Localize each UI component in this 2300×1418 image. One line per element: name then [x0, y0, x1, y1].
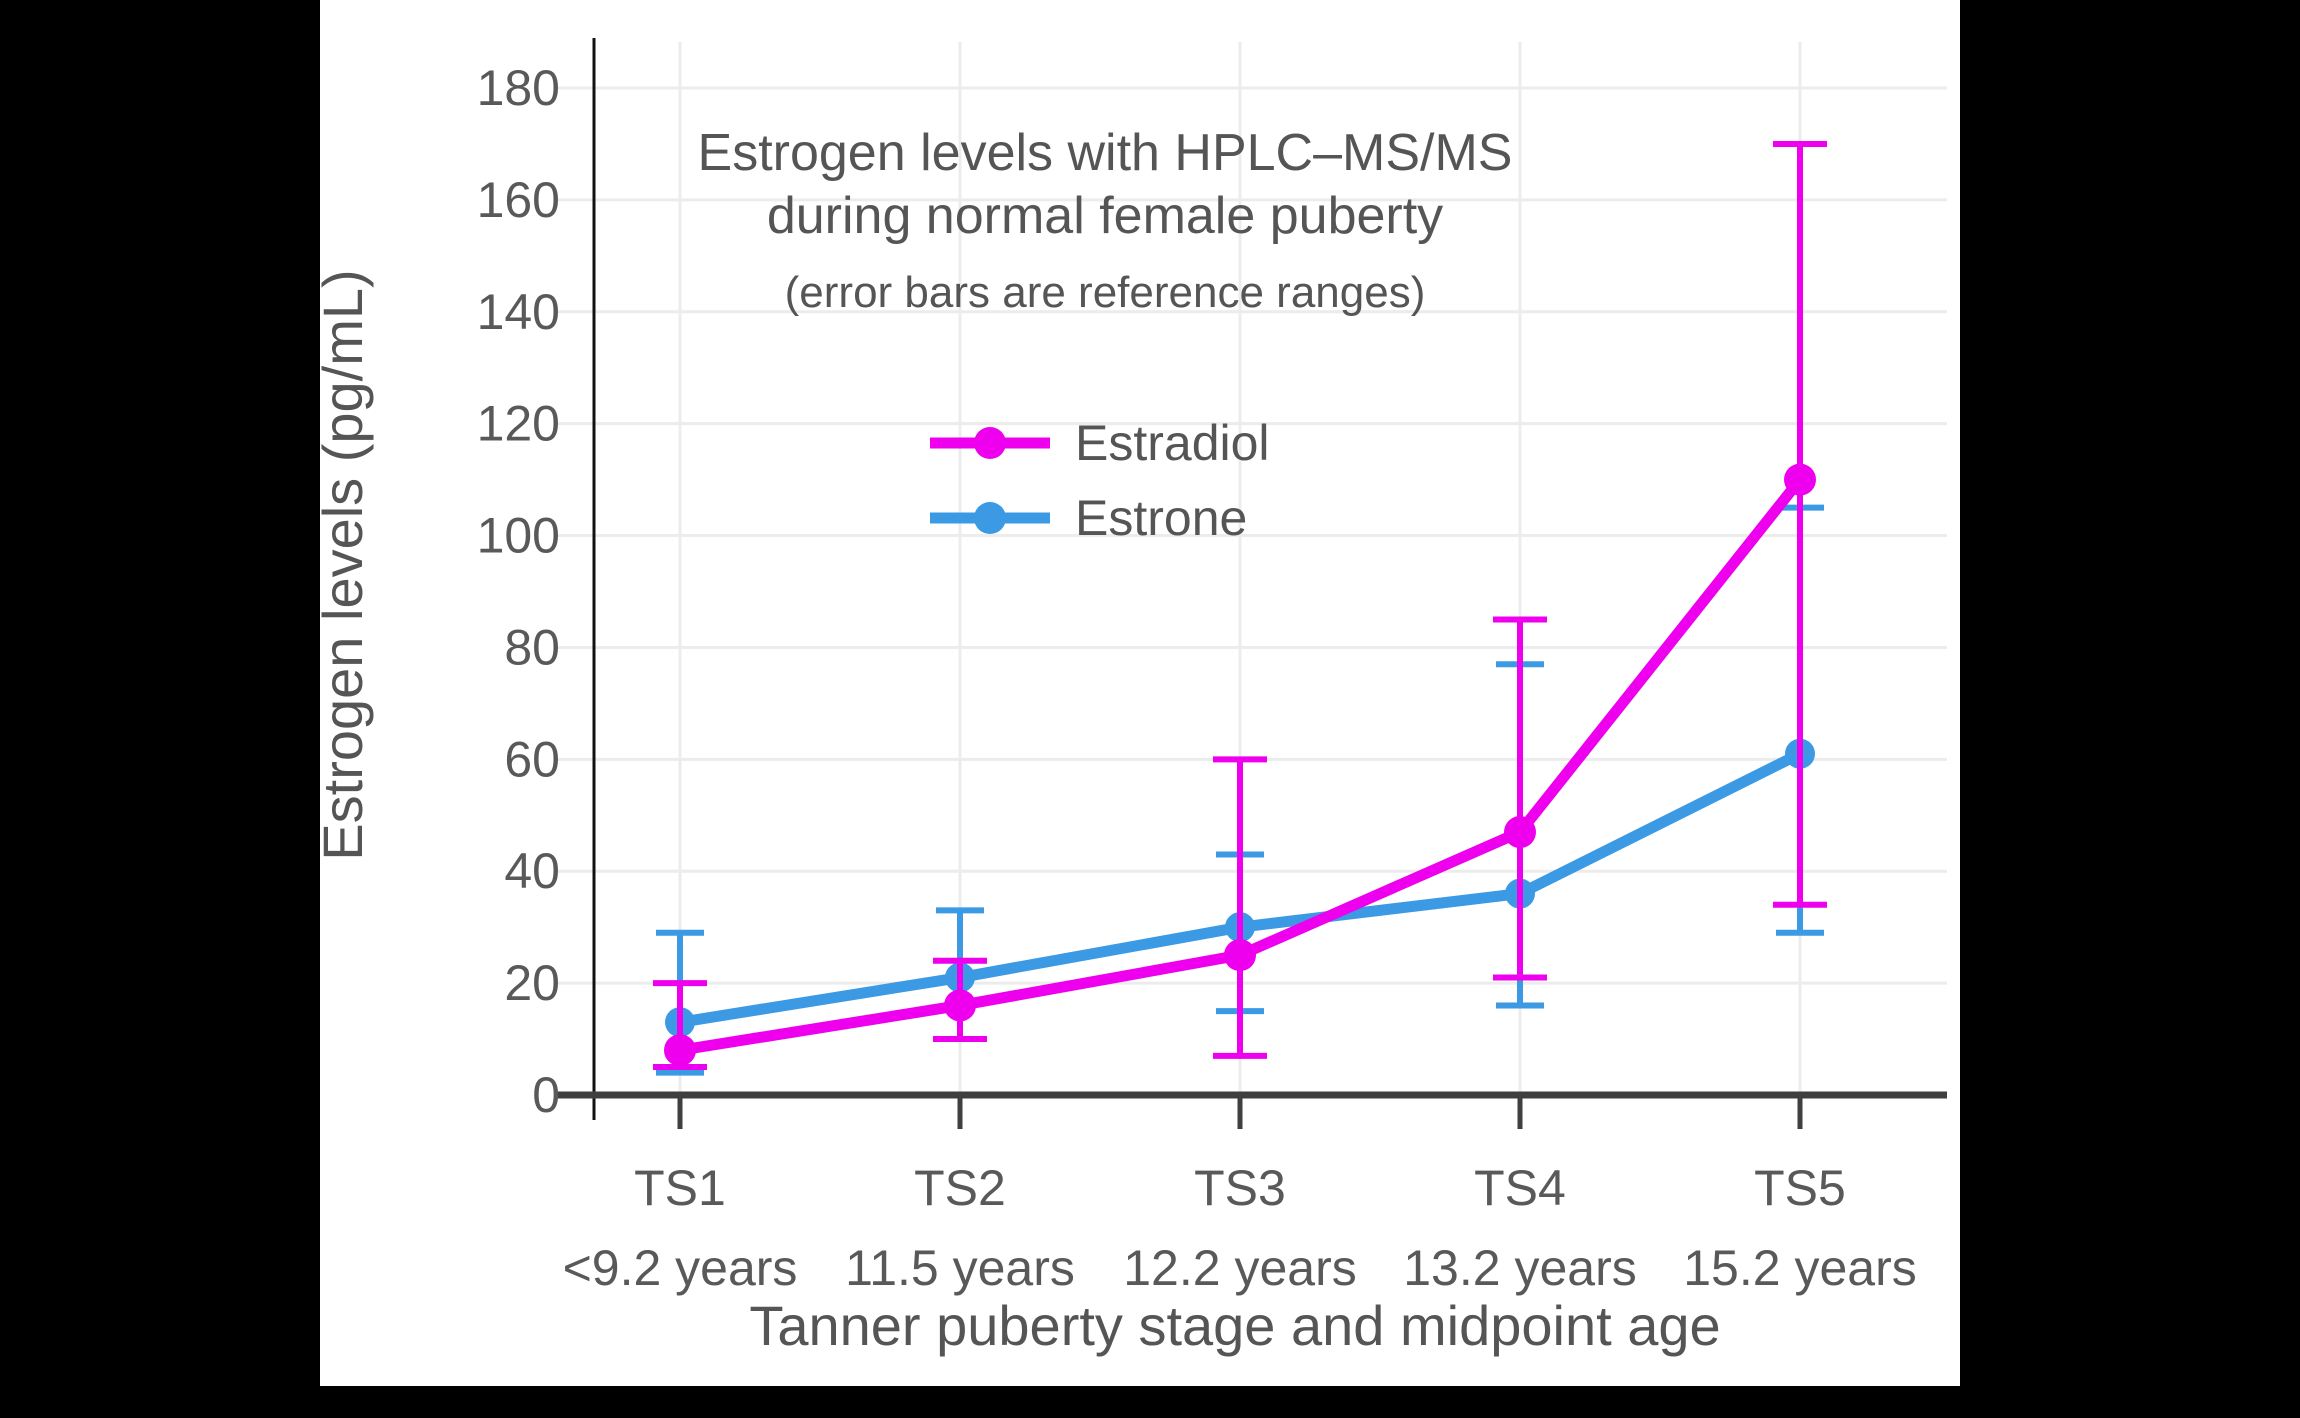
y-tick-label: 160	[477, 172, 560, 228]
data-point-estradiol	[1504, 816, 1536, 849]
x-tick-label-stage: TS5	[1754, 1160, 1846, 1216]
legend-item-estrone-label: Estrone	[1075, 490, 1247, 546]
data-point-estradiol	[1784, 463, 1816, 496]
x-tick-label-stage: TS2	[914, 1160, 1006, 1216]
data-point-estradiol	[664, 1034, 696, 1067]
y-tick-label: 140	[477, 284, 560, 340]
x-tick-label-age: 11.5 years	[845, 1240, 1075, 1296]
legend-marker-estrone	[974, 502, 1006, 534]
x-tick-label-stage: TS1	[634, 1160, 726, 1216]
x-tick-label-age: 15.2 years	[1683, 1240, 1916, 1296]
y-tick-label: 80	[504, 619, 560, 675]
y-axis-title: Estrogen levels (pg/mL)	[311, 269, 374, 860]
series-layer	[653, 140, 1827, 1076]
y-tick-label: 0	[532, 1067, 560, 1123]
legend-item-estradiol-label: Estradiol	[1075, 415, 1270, 471]
x-tick-label-age: 13.2 years	[1403, 1240, 1636, 1296]
x-tick-label-age: 12.2 years	[1123, 1240, 1356, 1296]
x-tick-label-stage: TS4	[1474, 1160, 1566, 1216]
grid-layer	[556, 42, 1947, 1095]
chart-subtitle: (error bars are reference ranges)	[785, 268, 1426, 317]
y-tick-label: 120	[477, 396, 560, 452]
x-axis-title: Tanner puberty stage and midpoint age	[749, 1294, 1720, 1357]
legend-marker-estradiol	[974, 427, 1006, 459]
y-tick-label: 100	[477, 508, 560, 564]
tick-label-layer: 0 20 40 60 80 100 120 140 160 180 TS1 <9.2 years TS2…	[477, 60, 1917, 1296]
legend-glyphs	[930, 427, 1050, 534]
y-tick-label: 180	[477, 60, 560, 116]
data-point-estradiol	[1224, 939, 1256, 972]
chart-title-line-1: Estrogen levels with HPLC–MS/MS	[698, 124, 1513, 182]
x-tick-label-stage: TS3	[1194, 1160, 1286, 1216]
x-tick-label-age: <9.2 years	[563, 1240, 798, 1296]
data-point-estradiol	[944, 989, 976, 1022]
y-tick-label: 40	[504, 843, 560, 899]
axis-layer	[556, 38, 1947, 1129]
y-tick-label: 20	[504, 955, 560, 1011]
y-tick-label: 60	[504, 731, 560, 787]
legend: Estradiol Estrone	[930, 415, 1270, 546]
chart-title-line-2: during normal female puberty	[767, 187, 1443, 245]
